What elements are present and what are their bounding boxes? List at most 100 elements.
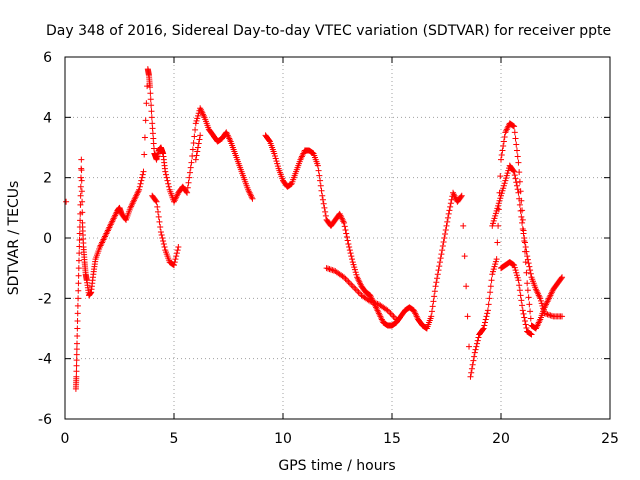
data-point [172,256,179,263]
data-point [431,293,438,300]
data-point [495,200,502,207]
data-point [516,169,523,176]
data-point [73,351,80,358]
data-point [463,283,470,290]
data-point [368,298,375,305]
data-point [445,210,452,217]
data-point [509,261,516,268]
data-point [540,307,547,314]
data-point [433,279,440,286]
data-point [154,203,161,210]
data-point [148,114,155,121]
data-point [157,223,164,230]
data-point [155,213,162,220]
data-point [498,152,505,159]
data-point [75,265,82,272]
data-point [464,313,471,320]
data-point [482,316,489,323]
data-point [439,243,446,250]
data-point [514,186,521,193]
y-tick-label: 2 [43,171,52,187]
data-point [192,126,199,133]
data-point [315,167,322,174]
data-point [527,331,534,338]
data-point [343,277,350,284]
data-point [520,310,527,317]
data-point [430,298,437,305]
data-point [77,192,84,199]
data-point [447,203,454,210]
data-point [512,135,519,142]
data-point [527,270,534,277]
data-point [344,237,351,244]
data-point [522,244,529,251]
data-point [500,142,507,149]
data-point [389,311,395,318]
data-point [503,175,510,182]
data-point [434,275,441,282]
data-point [186,174,193,181]
data-point [490,217,497,224]
data-point [491,263,498,270]
data-point [484,310,491,317]
data-point [140,168,147,175]
data-point [144,83,151,90]
data-point [171,259,178,266]
data-point [367,298,374,305]
data-point [348,281,355,288]
data-point [351,284,358,291]
data-point [141,134,148,141]
data-point [511,123,518,130]
data-point [197,132,204,139]
data-point [486,295,493,302]
data-point [489,271,496,278]
data-point [320,200,327,207]
data-point [75,257,82,264]
data-point [321,204,328,211]
tick-labels: 0 5 10 15 20 25 -6 -4 -2 0 2 4 6 [38,50,619,447]
data-point [79,209,86,216]
data-point [541,310,548,317]
data-point [461,253,468,260]
data-point [171,262,177,269]
data-point [351,264,358,271]
data-point [524,256,531,263]
data-point [75,287,82,294]
data-point [147,96,154,103]
data-point [319,196,326,203]
data-point [490,268,497,275]
data-point [440,239,447,246]
data-point [76,250,83,257]
data-point [318,187,325,194]
data-point [329,267,336,274]
y-tick-label: -6 [38,412,52,428]
data-point [184,189,191,196]
data-point [443,222,450,229]
y-tick-label: 4 [43,110,52,126]
data-point [513,179,520,186]
data-point [548,312,555,319]
data-point [544,311,551,318]
data-point [317,177,324,184]
data-point [137,180,144,187]
data-point [490,220,497,227]
data-point [505,167,512,174]
data-point [152,197,159,204]
data-point [346,244,353,251]
data-point [78,156,85,163]
data-point [323,265,330,272]
data-point [160,238,167,245]
data-point [494,239,501,246]
data-point [524,287,531,294]
data-point [501,133,508,140]
data-point [73,362,80,369]
data-point [74,302,81,309]
data-point [160,241,167,248]
data-point [164,177,171,184]
data-point [74,325,81,332]
data-point [497,173,504,180]
x-tick-label: 20 [492,431,510,447]
data-point [339,273,346,280]
data-point [157,228,164,235]
data-point [492,261,499,268]
